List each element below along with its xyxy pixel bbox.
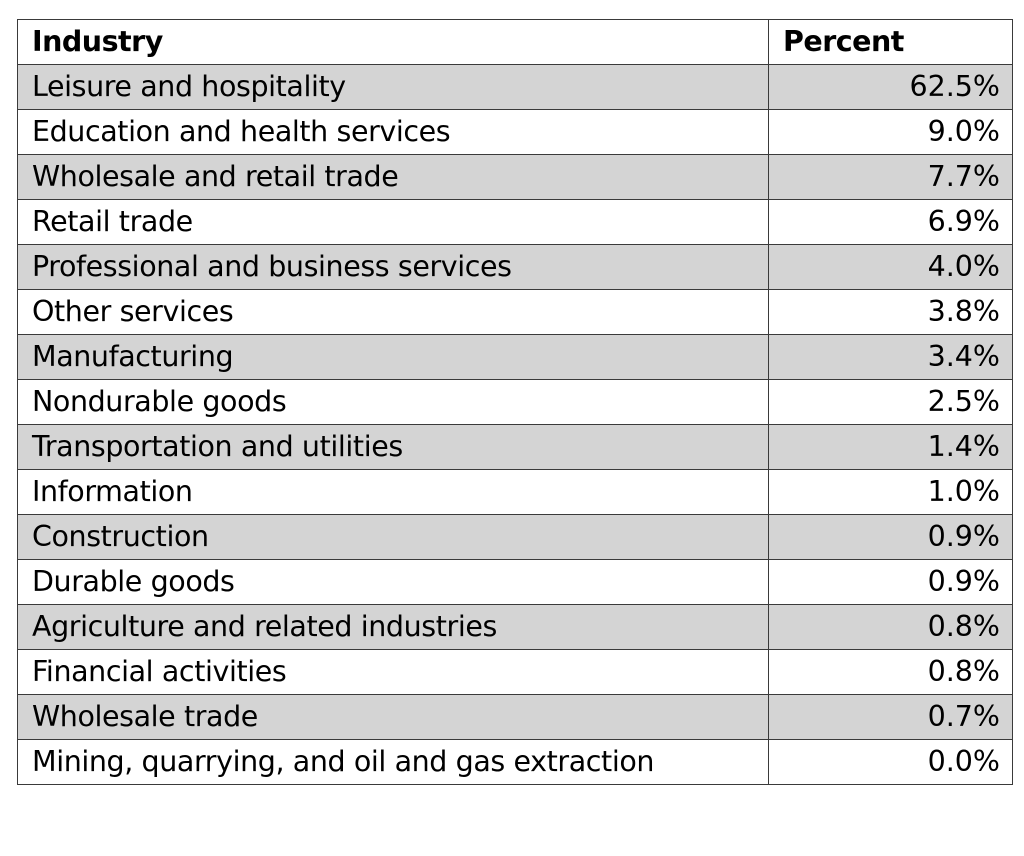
table-row: Leisure and hospitality 62.5% xyxy=(17,64,1013,110)
percent-cell: 2.5% xyxy=(768,379,1013,425)
table-row: Mining, quarrying, and oil and gas extra… xyxy=(17,739,1013,785)
percent-cell: 62.5% xyxy=(768,64,1013,110)
industry-cell: Mining, quarrying, and oil and gas extra… xyxy=(17,739,769,785)
industry-cell: Wholesale trade xyxy=(17,694,769,740)
percent-cell: 0.8% xyxy=(768,604,1013,650)
percent-cell: 0.8% xyxy=(768,649,1013,695)
percent-cell: 3.8% xyxy=(768,289,1013,335)
table-row: Other services 3.8% xyxy=(17,289,1013,335)
header-row: Industry Percent xyxy=(17,19,1013,65)
header-percent: Percent xyxy=(768,19,1013,65)
table-body: Leisure and hospitality 62.5% Education an… xyxy=(17,64,1013,785)
table-row: Nondurable goods 2.5% xyxy=(17,379,1013,425)
table-row: Construction 0.9% xyxy=(17,514,1013,560)
percent-cell: 3.4% xyxy=(768,334,1013,380)
percent-cell: 0.9% xyxy=(768,559,1013,605)
industry-cell: Construction xyxy=(17,514,769,560)
industry-cell: Manufacturing xyxy=(17,334,769,380)
industry-cell: Retail trade xyxy=(17,199,769,245)
industry-cell: Wholesale and retail trade xyxy=(17,154,769,200)
table-row: Wholesale and retail trade 7.7% xyxy=(17,154,1013,200)
table-row: Wholesale trade 0.7% xyxy=(17,694,1013,740)
table-row: Manufacturing 3.4% xyxy=(17,334,1013,380)
percent-cell: 7.7% xyxy=(768,154,1013,200)
percent-cell: 9.0% xyxy=(768,109,1013,155)
table-row: Information 1.0% xyxy=(17,469,1013,515)
table-row: Professional and business services 4.0% xyxy=(17,244,1013,290)
industry-cell: Professional and business services xyxy=(17,244,769,290)
industry-cell: Durable goods xyxy=(17,559,769,605)
table-row: Transportation and utilities 1.4% xyxy=(17,424,1013,470)
industry-cell: Other services xyxy=(17,289,769,335)
industry-cell: Nondurable goods xyxy=(17,379,769,425)
table-row: Retail trade 6.9% xyxy=(17,199,1013,245)
industry-percent-table: Industry Percent Leisure and hospitality… xyxy=(17,19,1013,785)
table-row: Durable goods 0.9% xyxy=(17,559,1013,605)
percent-cell: 1.0% xyxy=(768,469,1013,515)
percent-cell: 4.0% xyxy=(768,244,1013,290)
industry-cell: Leisure and hospitality xyxy=(17,64,769,110)
percent-cell: 0.0% xyxy=(768,739,1013,785)
table-row: Financial activities 0.8% xyxy=(17,649,1013,695)
header-industry: Industry xyxy=(17,19,769,65)
industry-cell: Financial activities xyxy=(17,649,769,695)
table-row: Education and health services 9.0% xyxy=(17,109,1013,155)
industry-cell: Education and health services xyxy=(17,109,769,155)
percent-cell: 0.9% xyxy=(768,514,1013,560)
industry-cell: Agriculture and related industries xyxy=(17,604,769,650)
percent-cell: 6.9% xyxy=(768,199,1013,245)
table-row: Agriculture and related industries 0.8% xyxy=(17,604,1013,650)
industry-cell: Transportation and utilities xyxy=(17,424,769,470)
industry-cell: Information xyxy=(17,469,769,515)
percent-cell: 1.4% xyxy=(768,424,1013,470)
percent-cell: 0.7% xyxy=(768,694,1013,740)
